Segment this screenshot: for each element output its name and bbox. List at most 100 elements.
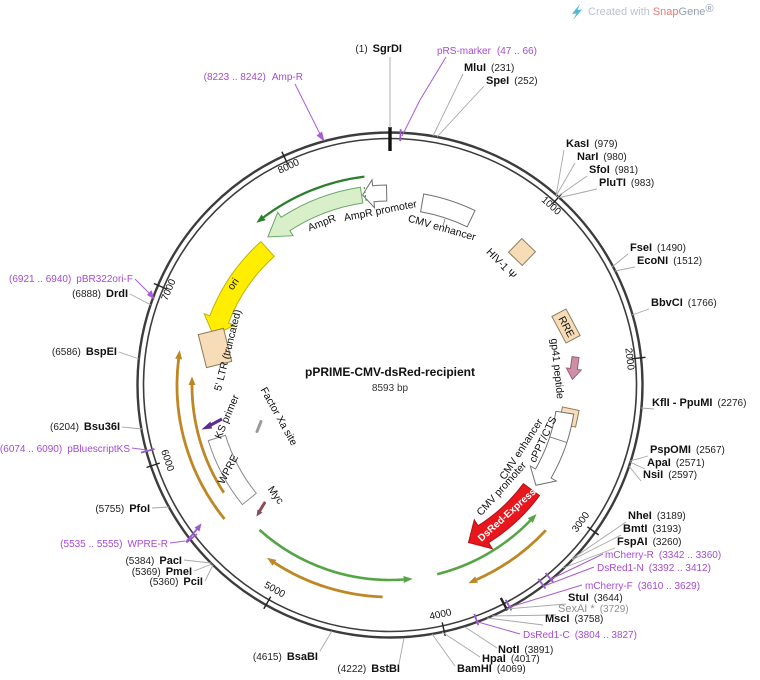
feature-gp41-arrow[interactable] — [565, 356, 583, 381]
orf-arc-orange-left-inner — [190, 384, 226, 494]
label-ks-primer[interactable]: KS primer — [213, 393, 242, 441]
tick-label-8000: 8000 — [276, 157, 301, 177]
site-bstbi[interactable]: (4222) BstBI — [337, 663, 400, 675]
tick-label-7000: 7000 — [160, 277, 179, 302]
label-factor-xa[interactable]: Factor Xa site — [258, 385, 300, 448]
primer-dsred1-n[interactable]: DsRed1-N (3392 .. 3412) — [597, 563, 711, 574]
orf-arc-ampr — [262, 175, 365, 219]
primer-pbluescriptks[interactable]: (6074 .. 6090) pBluescriptKS — [0, 444, 130, 455]
callout-fspai — [562, 547, 616, 569]
callout-pfoi — [151, 506, 170, 509]
site-bspei[interactable]: (6586) BspEI — [52, 346, 117, 358]
feature-ampr-arrow[interactable] — [267, 186, 364, 238]
feature-hiv1-psi-box[interactable] — [507, 237, 537, 267]
primer-prs-marker[interactable]: pRS-marker (47 .. 66) — [437, 46, 537, 57]
tick-prs-marker — [399, 129, 402, 142]
pbr322-arrow-head — [147, 290, 155, 300]
orf-arc-bottom-left — [258, 528, 404, 582]
site-sgrdi[interactable]: (1) SgrDI — [355, 43, 402, 55]
tick-2000 — [631, 356, 646, 360]
ks-primer-arrow-head — [201, 421, 212, 430]
label-gp41[interactable]: gp41 peptide — [548, 338, 566, 400]
site-nsii[interactable]: NsiI (2597) — [643, 469, 697, 481]
feature-factor-xa-tick[interactable] — [255, 420, 263, 433]
site-pspomi[interactable]: PspOMI (2567) — [650, 444, 725, 456]
tick-5000 — [263, 596, 272, 610]
orf-arc-ampr-head — [256, 214, 266, 223]
plasmid-name: pPRIME-CMV-dsRed-recipient — [305, 365, 475, 379]
site-paci[interactable]: (5384) PacI — [125, 555, 182, 567]
label-ori[interactable]: ori — [225, 276, 242, 292]
site-nari[interactable]: NarI (980) — [577, 151, 627, 163]
tick-3000 — [586, 526, 600, 536]
site-sfoi[interactable]: SfoI (981) — [589, 164, 638, 176]
callout-pspomi — [629, 455, 649, 462]
site-spei[interactable]: SpeI (252) — [486, 75, 538, 87]
primer-amp-r[interactable]: (8223 .. 8242) Amp-R — [204, 72, 303, 83]
site-bamhi[interactable]: BamHI (4069) — [457, 663, 526, 675]
orf-arc-orange-bottom — [273, 561, 383, 599]
primer-wpre-r[interactable]: (5535 .. 5555) WPRE-R — [60, 539, 168, 550]
feature-wpre-box[interactable] — [207, 434, 258, 506]
feature-cmv-promoter-arrow[interactable] — [529, 410, 575, 486]
label-myc[interactable]: Myc — [265, 484, 286, 507]
callout-kfli — [640, 407, 655, 410]
scale-ticks — [146, 151, 646, 637]
callout-wpre-r — [169, 540, 186, 544]
primer-pbr322ori-f[interactable]: (6921 .. 6940) pBR322ori-F — [9, 274, 133, 285]
callout-mcherry-f — [509, 584, 583, 608]
tick-wpre-r — [185, 533, 198, 544]
site-drdi[interactable]: (6888) DrdI — [72, 288, 128, 300]
snapgene-credit: Created with SnapGene® — [572, 3, 714, 20]
callout-spei — [436, 85, 485, 138]
site-hpai[interactable]: HpaI (4017) — [482, 653, 540, 665]
site-bsabi[interactable]: (4615) BsaBI — [253, 651, 318, 663]
site-fsei[interactable]: FseI (1490) — [630, 242, 686, 254]
callout-noti — [464, 626, 498, 649]
site-fspai[interactable]: FspAI (3260) — [617, 536, 681, 548]
site-kfli[interactable]: KflI - PpuMI (2276) — [652, 397, 746, 409]
site-sexai[interactable]: SexAI * (3729) — [558, 603, 629, 615]
callout-bbvci — [631, 308, 650, 316]
orf-arc-orange-bottom-right-head — [468, 576, 478, 584]
feature-ampr-promoter-arrow[interactable] — [361, 178, 388, 210]
site-pmei[interactable]: (5369) PmeI — [132, 566, 192, 578]
callout-pmei — [193, 563, 213, 572]
site-bmti[interactable]: BmtI (3193) — [623, 523, 681, 535]
site-noti[interactable]: NotI (3891) — [498, 644, 553, 656]
site-stui[interactable]: StuI (3644) — [568, 592, 623, 604]
callout-pluti — [557, 188, 598, 199]
feature-rre-box[interactable] — [551, 308, 581, 344]
feature-myc-tick[interactable] — [257, 501, 266, 514]
stui-site-tick — [499, 597, 509, 611]
site-kasi[interactable]: KasI (979) — [566, 138, 618, 150]
orf-arc-orange-bottom-right — [476, 529, 547, 581]
callout-stui — [505, 603, 567, 610]
site-pfoi[interactable]: (5755) PfoI — [95, 503, 150, 515]
orf-arc-bottom-right — [436, 519, 532, 576]
primer-mcherry-r[interactable]: mCherry-R (3342 .. 3360) — [605, 550, 721, 561]
site-econi[interactable]: EcoNI (1512) — [637, 255, 702, 267]
site-pluti[interactable]: PluTI (983) — [599, 177, 654, 189]
site-apai[interactable]: ApaI (2571) — [647, 457, 705, 469]
primer-callout-lines — [131, 56, 604, 635]
site-bbvci[interactable]: BbvCI (1766) — [651, 297, 717, 309]
callout-pcii — [204, 564, 214, 582]
primer-dsred1-c[interactable]: DsRed1-C (3804 .. 3827) — [523, 630, 637, 641]
callout-nsii — [628, 465, 642, 482]
orf-arrows — [175, 175, 547, 599]
feature-5ltr-box[interactable] — [197, 327, 233, 369]
orf-arc-orange-bottom-head — [267, 557, 277, 566]
orf-arc-orange-left-inner-head — [188, 376, 196, 385]
callout-msci — [486, 617, 544, 626]
feature-dsred-arrow[interactable] — [467, 483, 541, 550]
site-msci[interactable]: MscI (3758) — [545, 613, 603, 625]
primer-mcherry-f[interactable]: mCherry-F (3610 .. 3629) — [585, 581, 700, 592]
site-nhei[interactable]: NheI (3189) — [628, 510, 686, 522]
plasmid-backbone — [136, 127, 644, 639]
site-pcii[interactable]: (5360) PciI — [150, 576, 203, 588]
wprer-primer-arrow[interactable] — [185, 527, 199, 543]
feature-cmv-enhancer-top-box[interactable] — [420, 193, 476, 228]
site-bsu36i[interactable]: (6204) Bsu36I — [50, 421, 120, 433]
site-mlui[interactable]: MluI (231) — [464, 62, 514, 74]
